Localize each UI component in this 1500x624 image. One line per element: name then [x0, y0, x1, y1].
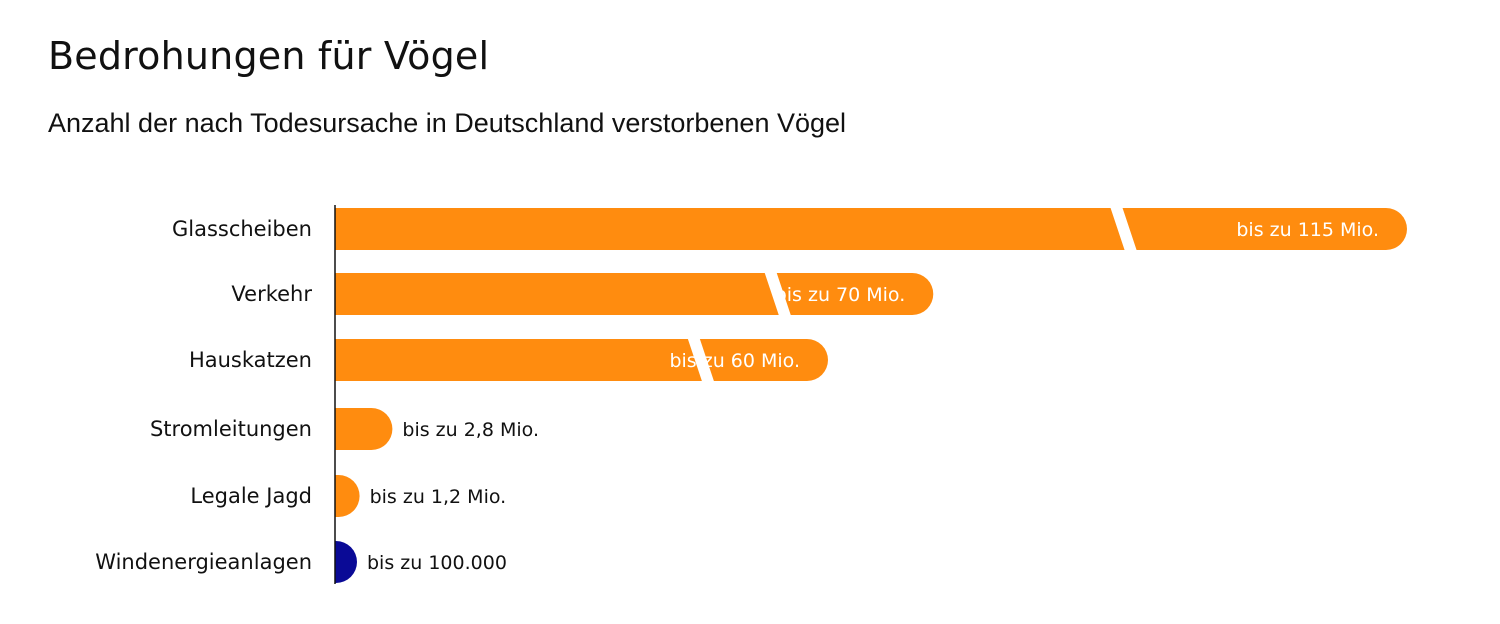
value-label: bis zu 1,2 Mio.: [370, 486, 507, 508]
value-label: bis zu 2,8 Mio.: [402, 419, 539, 441]
value-label: bis zu 70 Mio.: [775, 284, 906, 306]
bar: [335, 408, 393, 450]
category-label: Verkehr: [231, 282, 312, 306]
bar-segment-left: [335, 208, 1125, 250]
bar-segment-left: [335, 273, 779, 315]
category-label: Stromleitungen: [150, 417, 312, 441]
value-label: bis zu 100.000: [367, 552, 507, 574]
chart-title: Bedrohungen für Vögel: [48, 34, 490, 78]
bar: [335, 541, 357, 583]
bar-segment-left: [335, 339, 702, 381]
value-label: bis zu 115 Mio.: [1236, 219, 1379, 241]
category-label: Hauskatzen: [189, 348, 312, 372]
value-label: bis zu 60 Mio.: [669, 350, 800, 372]
category-label: Legale Jagd: [190, 484, 312, 508]
category-label: Windenergieanlagen: [95, 550, 312, 574]
bar-segment-right: [1122, 208, 1407, 250]
bar: [335, 475, 360, 517]
category-label: Glasscheiben: [172, 217, 312, 241]
bar-segment-right: [776, 273, 934, 315]
chart-subtitle: Anzahl der nach Todesursache in Deutschl…: [48, 108, 847, 138]
bar-segment-right: [699, 339, 828, 381]
